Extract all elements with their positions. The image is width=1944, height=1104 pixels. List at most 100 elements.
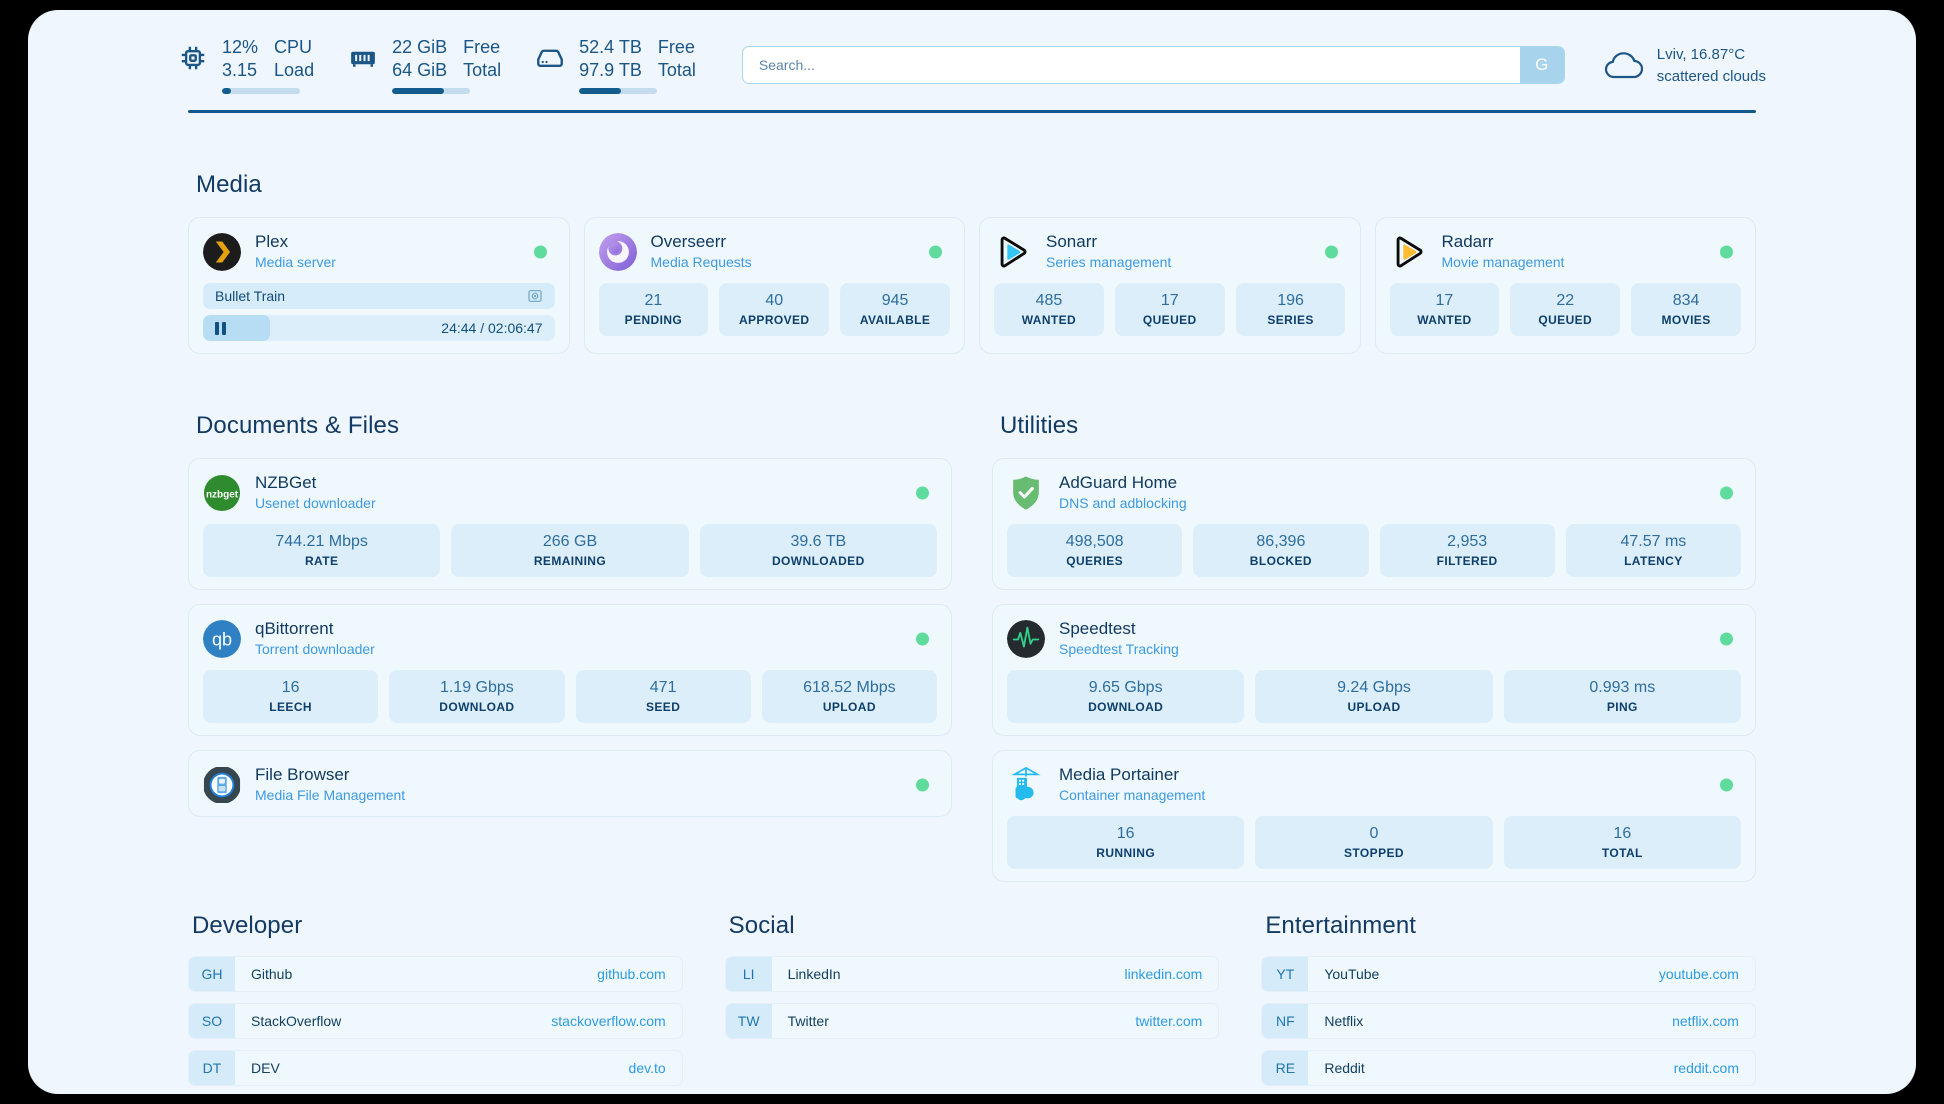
- system-stat-value-primary: 12%: [222, 37, 259, 57]
- status-indicator-dot: [929, 245, 942, 258]
- search-area: G: [741, 46, 1565, 84]
- pause-icon[interactable]: [215, 321, 226, 335]
- stat-label: LATENCY: [1624, 554, 1683, 568]
- media-player-widget: Bullet Train 24:44 / 02:06:47: [203, 283, 555, 341]
- stat-tile[interactable]: 471 SEED: [575, 670, 751, 723]
- stat-tile[interactable]: 498,508 QUERIES: [1007, 524, 1183, 577]
- stat-tile[interactable]: 16 TOTAL: [1503, 816, 1741, 869]
- service-subtitle: Media File Management: [255, 787, 406, 803]
- service-subtitle: DNS and adblocking: [1059, 495, 1187, 511]
- radarr-icon: [1390, 233, 1428, 271]
- header-divider: [188, 110, 1756, 113]
- system-stat-value-primary: 22 GiB: [392, 37, 448, 57]
- stat-value: 266 GB: [542, 533, 598, 550]
- service-name: AdGuard Home: [1059, 473, 1178, 492]
- stat-tile[interactable]: 39.6 TB DOWNLOADED: [699, 524, 937, 577]
- bookmark-group-title: Social: [728, 912, 795, 939]
- service-stats-row: 744.21 Mbps RATE 266 GB REMAINING 39.6 TB DOW…: [203, 524, 937, 577]
- adguard-icon: [1007, 474, 1045, 512]
- system-stat-disk: 52.4 TB 97.9 TB Free Total: [535, 36, 696, 94]
- bookmark-name: Reddit: [1324, 1060, 1365, 1076]
- stat-value: 16: [281, 679, 300, 696]
- cast-icon[interactable]: [527, 288, 543, 304]
- stat-tile[interactable]: 40 APPROVED: [719, 283, 830, 336]
- stat-tile[interactable]: 2,953 FILTERED: [1379, 524, 1555, 577]
- stat-tile[interactable]: 16 RUNNING: [1007, 816, 1245, 869]
- now-playing-bar[interactable]: Bullet Train: [203, 283, 555, 309]
- search-submit-button[interactable]: G: [1519, 47, 1564, 83]
- stat-tile[interactable]: 945 AVAILABLE: [840, 283, 950, 336]
- service-card-adguard-home[interactable]: AdGuard Home DNS and adblocking 498,508 QUE…: [992, 458, 1756, 590]
- stat-tile[interactable]: 9.65 Gbps DOWNLOAD: [1007, 670, 1245, 723]
- service-card-speedtest[interactable]: Speedtest Speedtest Tracking 9.65 Gbps DOWN…: [992, 604, 1756, 736]
- stat-tile[interactable]: 834 MOVIES: [1631, 283, 1741, 336]
- bookmark-name: Github: [251, 966, 293, 982]
- bookmark-item[interactable]: SO StackOverflow stackoverflow.com: [188, 1003, 683, 1039]
- stat-label: RATE: [304, 554, 339, 568]
- stat-value: 40: [765, 292, 784, 309]
- stat-value: 196: [1277, 292, 1304, 309]
- stat-tile[interactable]: 17 WANTED: [1389, 283, 1500, 336]
- service-stats-row: 17 WANTED 22 QUEUED 834 MOVIES: [1389, 283, 1742, 336]
- stat-label: MOVIES: [1661, 313, 1711, 327]
- bookmark-item[interactable]: GH Github github.com: [188, 956, 683, 992]
- stat-tile[interactable]: 485 WANTED: [994, 283, 1104, 336]
- stat-tile[interactable]: 21 PENDING: [598, 283, 709, 336]
- bookmark-url: reddit.com: [1673, 1060, 1739, 1076]
- stat-tile[interactable]: 9.24 Gbps UPLOAD: [1255, 670, 1493, 723]
- service-card-file-browser[interactable]: File Browser Media File Management: [188, 750, 952, 817]
- status-indicator-dot: [533, 245, 547, 258]
- service-card-radarr[interactable]: Radarr Movie management 17 WANTED 22 QUEUED 83…: [1374, 217, 1756, 354]
- qbittorrent-icon: qb: [203, 619, 241, 658]
- service-card-header: Overseerr Media Requests: [598, 232, 951, 271]
- search-box[interactable]: G: [741, 46, 1565, 84]
- stat-tile[interactable]: 1.19 Gbps DOWNLOAD: [389, 670, 565, 723]
- service-card-header: nzbget NZBGet Usenet downloader: [203, 473, 937, 512]
- service-card-qbittorrent[interactable]: qb qBittorrent Torrent downloader 16 LEECH 1.…: [188, 604, 952, 736]
- search-input[interactable]: [742, 47, 1520, 83]
- stat-tile[interactable]: 618.52 Mbps UPLOAD: [761, 670, 937, 723]
- service-subtitle: Movie management: [1441, 254, 1565, 270]
- service-card-header: AdGuard Home DNS and adblocking: [1007, 473, 1741, 512]
- stat-label: LEECH: [269, 700, 312, 714]
- service-card-overseerr[interactable]: Overseerr Media Requests 21 PENDING 40 APPROV…: [583, 217, 965, 354]
- media-card-row: Plex Media server Bullet Train 24:44 / 02:0…: [188, 217, 1756, 354]
- stat-tile[interactable]: 47.57 ms LATENCY: [1565, 524, 1741, 577]
- stat-tile[interactable]: 266 GB REMAINING: [451, 524, 689, 577]
- bookmark-url: stackoverflow.com: [551, 1013, 666, 1029]
- stat-tile[interactable]: 17 QUEUED: [1114, 283, 1225, 336]
- service-stats-row: 16 RUNNING 0 STOPPED 16 TOTAL: [1007, 816, 1741, 869]
- stat-tile[interactable]: 22 QUEUED: [1510, 283, 1621, 336]
- stat-value: 16: [1116, 825, 1135, 842]
- stat-value: 1.19 Gbps: [439, 679, 514, 696]
- stat-value: 9.65 Gbps: [1088, 679, 1163, 696]
- status-indicator-dot: [1720, 486, 1733, 499]
- playback-progress-bar[interactable]: 24:44 / 02:06:47: [203, 315, 555, 341]
- service-card-plex[interactable]: Plex Media server Bullet Train 24:44 / 02:0…: [188, 217, 570, 354]
- service-subtitle: Usenet downloader: [255, 495, 376, 511]
- stat-tile[interactable]: 16 LEECH: [203, 670, 379, 723]
- bookmark-item[interactable]: TW Twitter twitter.com: [724, 1003, 1220, 1039]
- bookmark-group-title: Entertainment: [1265, 912, 1417, 939]
- stat-tile[interactable]: 86,396 BLOCKED: [1193, 524, 1369, 577]
- stat-tile[interactable]: 744.21 Mbps RATE: [203, 524, 441, 577]
- service-card-media-portainer[interactable]: Media Portainer Container management 16 RUN…: [992, 750, 1756, 882]
- bookmark-url: github.com: [597, 966, 666, 982]
- speedtest-icon: [1007, 619, 1045, 658]
- bookmark-item[interactable]: YT YouTube youtube.com: [1261, 956, 1756, 992]
- service-card-sonarr[interactable]: Sonarr Series management 485 WANTED 17 QUEUED…: [979, 217, 1361, 354]
- bookmark-item[interactable]: LI LinkedIn linkedin.com: [724, 956, 1220, 992]
- stat-tile[interactable]: 0.993 ms PING: [1503, 670, 1741, 723]
- bookmark-item[interactable]: DT DEV dev.to: [188, 1050, 683, 1086]
- service-card-nzbget[interactable]: nzbget NZBGet Usenet downloader 744.21 Mbps…: [188, 458, 952, 590]
- bookmark-url: linkedin.com: [1124, 966, 1203, 982]
- stat-tile[interactable]: 196 SERIES: [1235, 283, 1346, 336]
- service-name: Plex: [255, 232, 289, 251]
- bookmark-item[interactable]: NF Netflix netflix.com: [1261, 1003, 1756, 1039]
- bookmark-item[interactable]: RE Reddit reddit.com: [1261, 1050, 1756, 1086]
- bookmark-badge: LI: [725, 957, 772, 991]
- bookmark-url: dev.to: [628, 1060, 666, 1076]
- stat-tile[interactable]: 0 STOPPED: [1255, 816, 1493, 869]
- playback-time: 24:44 / 02:06:47: [441, 320, 543, 336]
- stat-label: WANTED: [1021, 313, 1077, 327]
